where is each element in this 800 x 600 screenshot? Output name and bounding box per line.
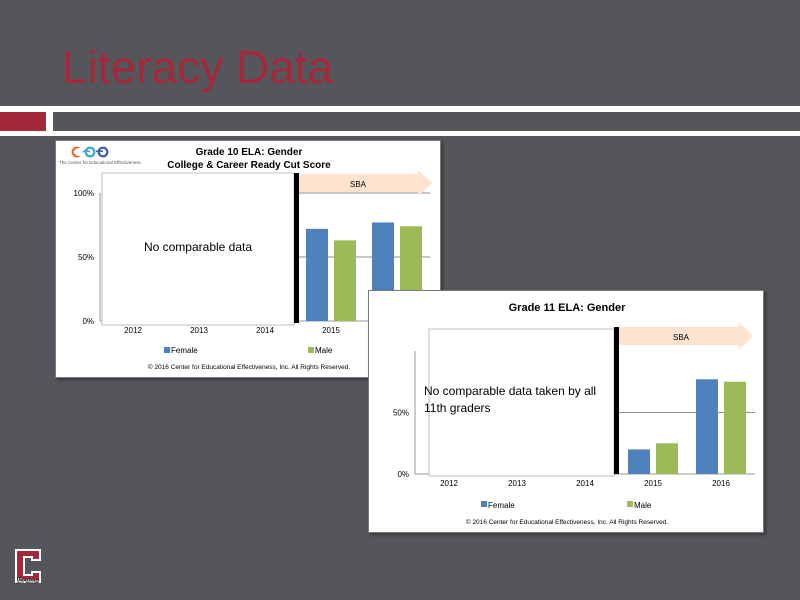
c1-y-tick-label: 0% — [82, 317, 94, 326]
c1-y-tick-label: 100% — [74, 189, 94, 198]
c2-y-tick-label: 50% — [393, 409, 409, 418]
chart2-y-ticks: 0% 50% — [393, 409, 409, 480]
chart1-svg: The Center for Educational Effectiveness… — [59, 146, 432, 371]
chart1-legend-female: Female — [171, 346, 198, 355]
chart1-legend-male-swatch — [308, 347, 314, 353]
chart2-bars — [628, 379, 746, 474]
chart2-svg: Grade 11 ELA: Gender 0% 50% No comparable… — [393, 302, 755, 526]
chart1-legend-male: Male — [315, 346, 333, 355]
chart2-divider — [614, 327, 619, 474]
c2-x-tick-label: 2013 — [508, 479, 526, 488]
chart2-x-ticks: 2012 2013 2014 2015 2016 — [440, 479, 730, 488]
chart2-no-data-box — [428, 328, 615, 477]
c2-bar-male-2016 — [724, 381, 746, 474]
c2-bar-female-2015 — [628, 449, 650, 474]
chart2-legend-female: Female — [488, 501, 515, 510]
chart1-subtitle: College & Career Ready Cut Score — [167, 160, 331, 171]
title-band-accent — [0, 112, 46, 131]
school-logo-script: Bruins — [16, 576, 40, 585]
chart2-sba-arrow — [619, 322, 753, 350]
chart2-legend-male-swatch — [627, 501, 633, 507]
c1-bar-male-2015 — [334, 240, 356, 321]
chart2-no-data-wrapper: No comparable data taken by all 11th gra… — [424, 384, 597, 415]
chart1-legend-female-swatch — [164, 347, 170, 353]
slide-title: Literacy Data — [62, 41, 334, 93]
c2-x-tick-label: 2014 — [576, 479, 594, 488]
c1-y-tick-label: 50% — [78, 253, 94, 262]
c1-bar-female-2015 — [306, 228, 328, 321]
chart-grade10-ela-gender: The Center for Educational Effectiveness… — [55, 140, 441, 378]
c2-bar-female-2016 — [696, 379, 718, 474]
chart2-no-data-note: No comparable data taken by all 11th gra… — [424, 384, 597, 415]
cee-logo: The Center for Educational Effectiveness — [59, 146, 141, 165]
c1-x-tick-label: 2013 — [190, 326, 208, 335]
c2-x-tick-label: 2015 — [644, 479, 662, 488]
c2-y-tick-label: 0% — [397, 470, 409, 479]
chart1-divider — [294, 173, 299, 323]
chart1-sba-label: SBA — [350, 180, 367, 189]
chart2-footer: © 2016 Center for Educational Effectiven… — [466, 518, 668, 526]
c1-x-tick-label: 2015 — [322, 326, 340, 335]
chart2-legend-male: Male — [634, 501, 652, 510]
chart1-sba-arrow — [298, 170, 432, 196]
chart1-footer: © 2016 Center for Educational Effectiven… — [148, 363, 350, 371]
chart1-no-data-note: No comparable data — [144, 240, 252, 254]
chart1-bars — [306, 222, 422, 321]
c1-x-tick-label: 2012 — [124, 326, 142, 335]
chart2-legend-female-swatch — [481, 501, 487, 507]
chart2-sba-label: SBA — [673, 333, 690, 342]
school-logo-icon: Bruins — [15, 549, 41, 585]
c1-x-tick-label: 2014 — [256, 326, 274, 335]
chart-grade11-ela-gender: Grade 11 ELA: Gender 0% 50% No comparable… — [368, 290, 764, 533]
chart1-title: Grade 10 ELA: Gender — [196, 147, 303, 158]
chart1-y-ticks: 0% 50% 100% — [74, 189, 94, 326]
c2-x-tick-label: 2012 — [440, 479, 458, 488]
chart2-title: Grade 11 ELA: Gender — [509, 302, 626, 314]
cee-logo-caption: The Center for Educational Effectiveness — [59, 160, 141, 165]
title-band-bar — [53, 112, 800, 131]
c2-x-tick-label: 2016 — [712, 479, 730, 488]
school-logo: Bruins — [12, 548, 44, 586]
c2-bar-male-2015 — [656, 443, 678, 474]
